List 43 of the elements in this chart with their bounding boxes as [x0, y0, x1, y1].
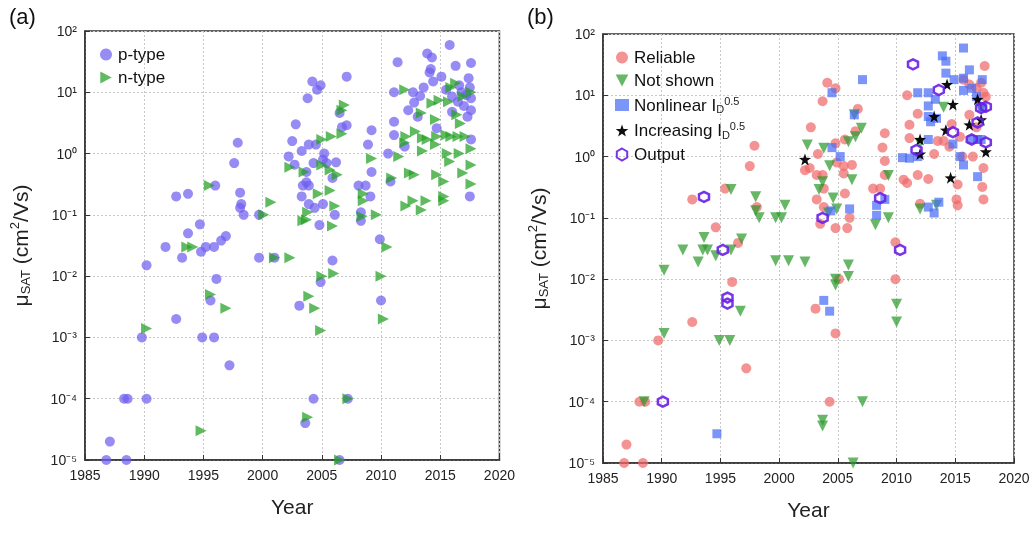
- legend-label: Reliable: [634, 48, 696, 67]
- legend-label: Output: [634, 145, 686, 164]
- y-tick-label: 10²: [574, 26, 596, 42]
- y-tick-label: 10⁻²: [51, 268, 78, 285]
- y-tick-label: 10⁻¹: [569, 209, 596, 226]
- y-axis-title: μSAT (cm2/Vs): [7, 184, 33, 307]
- x-tick-label: 1995: [704, 470, 737, 486]
- x-tick-label: 2020: [998, 470, 1030, 486]
- y-tick-label: 10⁻¹: [51, 206, 78, 223]
- x-tick-label: 2015: [939, 470, 972, 486]
- legend-label: p-type: [118, 45, 166, 64]
- x-tick-label: 1985: [69, 467, 101, 483]
- y-tick-label: 10⁻⁵: [50, 452, 77, 468]
- y-tick-label: 10⁰: [56, 145, 77, 162]
- y-tick-label: 10¹: [574, 87, 596, 104]
- x-tick-label: 1995: [187, 467, 220, 483]
- x-tick-label: 2015: [424, 467, 456, 483]
- x-tick-label: 2005: [822, 470, 854, 486]
- y-tick-label: 10²: [56, 23, 78, 39]
- y-tick-label: 10⁻⁴: [568, 393, 595, 410]
- legend-label: n-type: [118, 68, 166, 87]
- y-tick-label: 10⁻⁵: [568, 455, 595, 471]
- x-tick-label: 1990: [128, 467, 160, 483]
- y-tick-label: 10⁻³: [569, 332, 596, 349]
- y-tick-label: 10⁰: [574, 148, 595, 165]
- x-tick-label: 2010: [880, 470, 913, 486]
- x-tick-label: 2020: [483, 467, 516, 483]
- x-axis-title: Year: [271, 495, 314, 518]
- x-tick-label: 2000: [763, 470, 795, 486]
- y-tick-label: 10¹: [56, 84, 78, 101]
- chart-title: (a): [9, 3, 36, 29]
- x-tick-label: 2000: [247, 467, 279, 483]
- y-tick-label: 10⁻³: [51, 329, 78, 346]
- chart-title: (b): [527, 3, 554, 29]
- x-tick-label: 1985: [587, 470, 619, 486]
- x-axis-title: Year: [787, 498, 830, 521]
- x-tick-label: 2010: [365, 467, 397, 483]
- x-tick-label: 2005: [306, 467, 338, 483]
- y-axis-title: μSAT (cm2/Vs): [525, 187, 551, 310]
- x-tick-label: 1990: [646, 470, 678, 486]
- legend-label: Not shown: [634, 71, 715, 90]
- y-tick-label: 10⁻⁴: [50, 390, 77, 407]
- y-tick-label: 10⁻²: [569, 271, 596, 288]
